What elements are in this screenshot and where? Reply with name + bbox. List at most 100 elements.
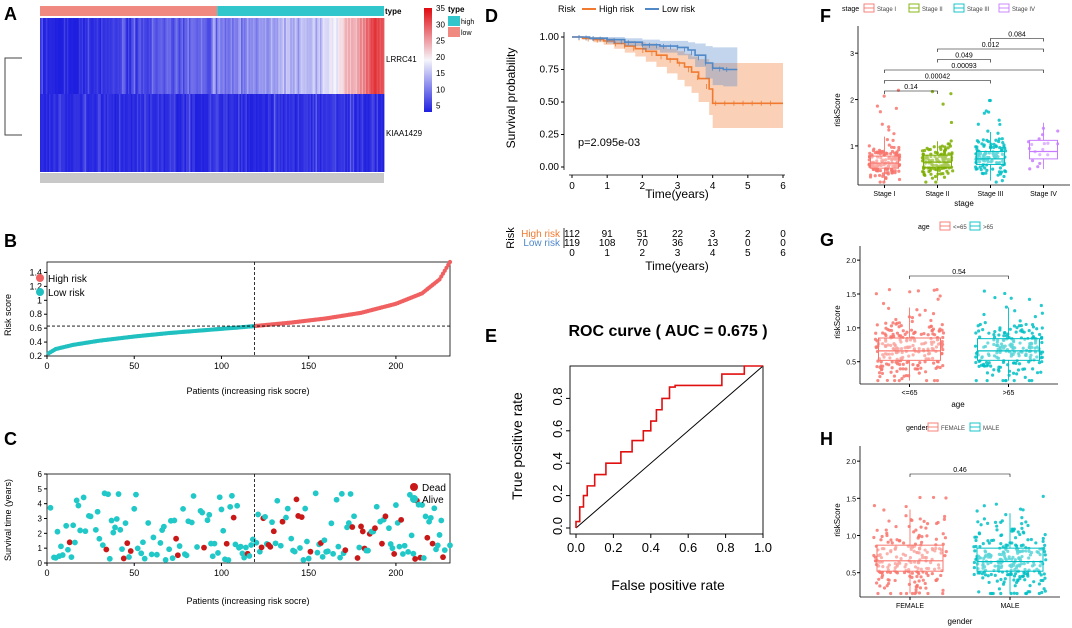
heatmap-cell [382,94,385,172]
alive-point [99,542,106,549]
panel-letter-e: E [485,326,497,346]
heatmap-cell [336,94,339,172]
data-point [918,361,922,365]
data-point [987,151,991,155]
data-point [1003,379,1008,383]
alive-point [157,540,164,546]
data-point [894,317,898,322]
c-ytick-label: 2 [38,529,43,538]
data-point [991,167,995,171]
data-point [924,180,928,184]
data-point [906,345,911,349]
alive-point [150,534,157,541]
heatmap-cell [99,94,102,172]
alive-point [393,502,399,508]
heatmap-cell [238,94,240,172]
alive-point [246,553,253,559]
risk-table-title: Risk [505,227,517,249]
b-ytick-label: 1 [37,295,42,305]
heatmap-cell [309,18,312,94]
data-point [935,379,939,383]
data-point [886,343,890,347]
data-point [921,556,925,560]
data-point [935,288,939,292]
heatmap-cell [171,94,173,172]
heatmap-cell [165,94,167,172]
data-point [923,308,927,312]
dead-point [230,514,237,521]
heatmap-cell [336,18,339,94]
heatmap-cell [177,18,179,94]
data-point [879,360,883,364]
data-point [998,365,1003,369]
alive-point [220,527,227,534]
data-point [879,555,884,560]
data-point [879,156,883,160]
data-point [889,328,894,333]
heatmap-cell [120,94,123,172]
data-point [984,360,989,365]
roc-title: ROC curve ( AUC = 0.675 ) [568,323,767,340]
heatmap-cell [308,18,310,94]
heatmap-cell [93,94,96,172]
heatmap-cell [369,94,371,172]
data-point [1013,309,1017,313]
d-ytick-label: 0.50 [540,97,560,108]
data-point [1017,563,1021,567]
roc-panel: ROC curve ( AUC = 0.675 ) True positive … [509,323,772,593]
data-point [1043,553,1047,557]
heatmap-cell [108,18,111,94]
heatmap-cell [56,94,59,172]
xtick-label: Stage IV [1030,191,1057,198]
alive-point [262,513,268,520]
data-point [867,144,871,148]
data-point [979,363,984,367]
box-iqr [977,338,1040,361]
heatmap-cell [50,18,53,94]
alive-point [283,514,289,521]
data-point [1010,529,1014,533]
c-ytick-label: 6 [38,470,43,479]
heatmap-cell [178,94,181,172]
data-point [881,174,885,178]
g-xlabel: age [951,400,965,409]
comparison-bracket [884,90,938,94]
b-ytick-label: 0.8 [29,309,42,319]
heatmap-cell [92,94,95,172]
high-risk-ci-band [572,37,783,128]
heatmap-cell [172,18,175,94]
comparison-bracket [884,80,991,84]
heatmap-cell [87,18,90,94]
data-point [882,94,886,98]
alive-point [441,547,448,554]
alive-point [328,520,335,527]
data-point [905,360,909,365]
h-xlabel: gender [948,617,973,626]
data-point [920,149,925,153]
alive-point [410,550,417,557]
data-point [932,340,936,344]
data-point [942,149,947,153]
roc-ylabel: True positive rate [509,392,525,500]
dead-point [354,555,361,561]
data-point [976,554,981,558]
heatmap-cell [352,18,355,94]
heatmap-cell [352,94,355,172]
data-point [984,171,988,175]
heatmap-cell [348,94,351,172]
heatmap-cell [47,18,50,94]
data-point [982,504,986,508]
risk-table-xtick: 4 [710,248,716,259]
data-point [1023,578,1027,582]
dead-point [293,496,300,503]
data-point [974,145,978,149]
heatmap-cell [214,94,217,172]
heatmap-cell [109,18,112,94]
data-point [923,360,927,364]
xtick-label: MALE [1000,603,1019,610]
heatmap-cell [179,94,182,172]
data-point [924,586,928,590]
comparison-bracket [884,69,1044,73]
heatmap-cell [249,18,252,94]
data-point [1016,578,1020,582]
